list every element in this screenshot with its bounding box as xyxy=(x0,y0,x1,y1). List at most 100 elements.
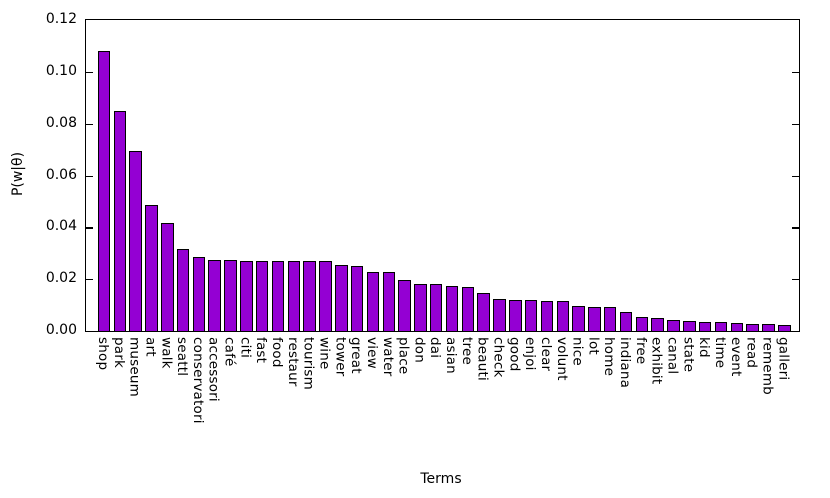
bar-citi xyxy=(240,261,253,331)
bar-galleri xyxy=(778,325,791,331)
y-tick-mark xyxy=(86,227,93,229)
bar-fast xyxy=(255,261,269,331)
x-tick-label: asian xyxy=(443,337,459,374)
bar-place xyxy=(398,280,411,331)
x-tick-label: lot xyxy=(585,337,602,355)
bar-nice xyxy=(572,306,585,331)
bar-kid xyxy=(698,322,712,331)
bar-café xyxy=(224,260,237,331)
bar-state xyxy=(683,321,696,331)
y-tick-mark xyxy=(792,71,799,74)
x-tick-label: indiana xyxy=(617,337,634,389)
x-tick-label: restaur xyxy=(284,337,301,387)
x-tick-label: exhibit xyxy=(648,337,665,385)
bar-water xyxy=(382,272,396,331)
bar-exhibit xyxy=(651,318,664,331)
bar-tree xyxy=(461,287,475,331)
x-tick-label: art xyxy=(142,337,159,357)
y-tick-label: 0.06 xyxy=(45,166,77,183)
x-tick-label: great xyxy=(348,337,365,374)
x-tick-label: place xyxy=(395,337,412,375)
y-tick-label: 0.10 xyxy=(45,62,77,79)
bar-tourism xyxy=(303,261,316,331)
bar-clear xyxy=(540,301,554,331)
x-tick-label: kid xyxy=(696,337,713,358)
bar-beauti xyxy=(477,293,490,331)
y-tick-label: 0.02 xyxy=(45,270,77,287)
x-tick-label: beauti xyxy=(474,337,491,381)
y-tick-mark xyxy=(792,123,799,125)
bar-conservatori xyxy=(192,257,206,331)
x-tick-label: wine xyxy=(316,337,333,370)
bar-restaur xyxy=(287,261,301,331)
x-tick-label: tower xyxy=(332,337,349,377)
x-tick-label: dai xyxy=(427,337,444,359)
x-tick-label: fast xyxy=(253,337,270,364)
bar-view xyxy=(366,272,380,331)
x-tick-label: walk xyxy=(158,337,175,369)
x-tick-label: park xyxy=(110,337,127,369)
bar-don xyxy=(414,284,427,331)
bar-home xyxy=(603,307,617,331)
bar-museum xyxy=(129,151,142,331)
x-tick-label: café xyxy=(221,337,238,367)
x-tick-label: view xyxy=(363,337,380,369)
y-tick-label: 0.12 xyxy=(45,11,77,27)
bar-wine xyxy=(319,261,332,331)
bar-free xyxy=(635,317,649,331)
bar-enjoi xyxy=(524,300,538,331)
bar-great xyxy=(350,266,364,331)
x-tick-label: galleri xyxy=(775,337,792,381)
x-tick-label: home xyxy=(601,337,618,377)
x-tick-label: state xyxy=(680,337,697,373)
x-tick-label: volunt xyxy=(553,337,570,381)
bar-indiana xyxy=(619,312,633,331)
bar-shop xyxy=(97,51,111,331)
bar-canal xyxy=(667,320,680,331)
x-tick-label: citi xyxy=(237,337,254,359)
bar-lot xyxy=(588,307,601,331)
x-tick-label: enjoi xyxy=(522,337,539,371)
y-tick-mark xyxy=(792,227,799,229)
y-tick-label: 0.00 xyxy=(45,322,77,338)
x-tick-label: water xyxy=(379,337,396,377)
y-tick-mark xyxy=(86,71,93,74)
x-tick-label: seattl xyxy=(174,337,191,377)
x-tick-label: read xyxy=(743,337,760,369)
x-tick-label: accessori xyxy=(205,337,222,402)
bar-rememb xyxy=(762,324,775,331)
x-tick-label: tree xyxy=(458,337,475,365)
bar-food xyxy=(271,261,285,331)
x-tick-label: free xyxy=(632,337,649,365)
bar-asian xyxy=(445,286,459,331)
y-tick-label: 0.08 xyxy=(45,114,77,131)
bar-time xyxy=(714,322,728,331)
plot-area xyxy=(85,19,800,332)
bar-volunt xyxy=(556,301,570,331)
x-tick-label: time xyxy=(712,337,728,369)
bar-art xyxy=(145,205,158,331)
bar-dai xyxy=(429,284,443,331)
y-tick-mark xyxy=(86,175,93,177)
x-axis-title: Terms xyxy=(420,471,462,487)
x-tick-label: canal xyxy=(664,337,681,375)
y-axis-title: P(w|θ) xyxy=(10,151,26,197)
x-tick-label: rememb xyxy=(759,337,776,395)
x-tick-label: nice xyxy=(569,337,586,366)
x-tick-label: clear xyxy=(538,337,554,372)
bar-read xyxy=(746,324,759,331)
x-tick-label: museum xyxy=(126,337,143,397)
x-tick-label: good xyxy=(506,337,523,372)
bar-event xyxy=(730,323,744,331)
bar-check xyxy=(493,299,506,331)
x-tick-label: food xyxy=(269,337,285,368)
y-tick-mark xyxy=(792,175,799,177)
bar-park xyxy=(113,111,127,331)
x-tick-label: tourism xyxy=(300,337,317,390)
bar-good xyxy=(509,300,522,331)
bar-accessori xyxy=(208,260,221,331)
y-tick-label: 0.04 xyxy=(45,218,77,235)
y-tick-mark xyxy=(86,123,93,125)
y-tick-mark xyxy=(86,279,93,281)
